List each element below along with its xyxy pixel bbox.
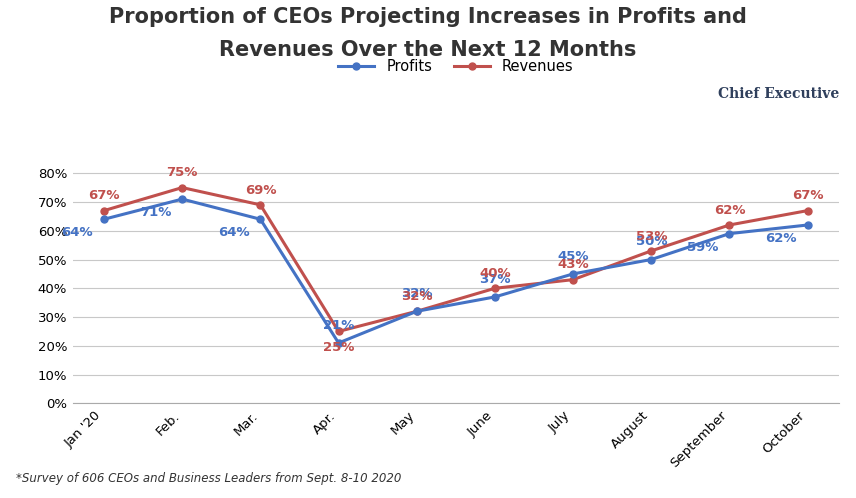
Text: 50%: 50%	[635, 236, 667, 249]
Text: 67%: 67%	[792, 189, 823, 202]
Text: 64%: 64%	[217, 226, 249, 239]
Text: 59%: 59%	[687, 241, 718, 253]
Text: 37%: 37%	[479, 273, 511, 286]
Text: 69%: 69%	[245, 183, 276, 197]
Text: 40%: 40%	[479, 267, 511, 280]
Text: 25%: 25%	[323, 341, 354, 354]
Text: 67%: 67%	[88, 189, 120, 202]
Text: 71%: 71%	[140, 206, 171, 219]
Text: 75%: 75%	[167, 166, 198, 179]
Text: Chief Executive: Chief Executive	[717, 88, 839, 102]
Text: 45%: 45%	[557, 250, 589, 263]
Text: 53%: 53%	[635, 230, 667, 243]
Text: 62%: 62%	[714, 204, 746, 217]
Text: 64%: 64%	[62, 226, 93, 239]
Text: 32%: 32%	[401, 290, 432, 303]
Text: *Survey of 606 CEOs and Business Leaders from Sept. 8-10 2020: *Survey of 606 CEOs and Business Leaders…	[15, 473, 401, 486]
Text: 43%: 43%	[557, 258, 589, 271]
Text: 21%: 21%	[323, 319, 354, 332]
Text: Revenues Over the Next 12 Months: Revenues Over the Next 12 Months	[219, 40, 637, 60]
Legend: Profits, Revenues: Profits, Revenues	[332, 53, 580, 80]
Text: Proportion of CEOs Projecting Increases in Profits and: Proportion of CEOs Projecting Increases …	[109, 7, 747, 27]
Text: 32%: 32%	[401, 287, 432, 300]
Text: 62%: 62%	[765, 232, 796, 245]
